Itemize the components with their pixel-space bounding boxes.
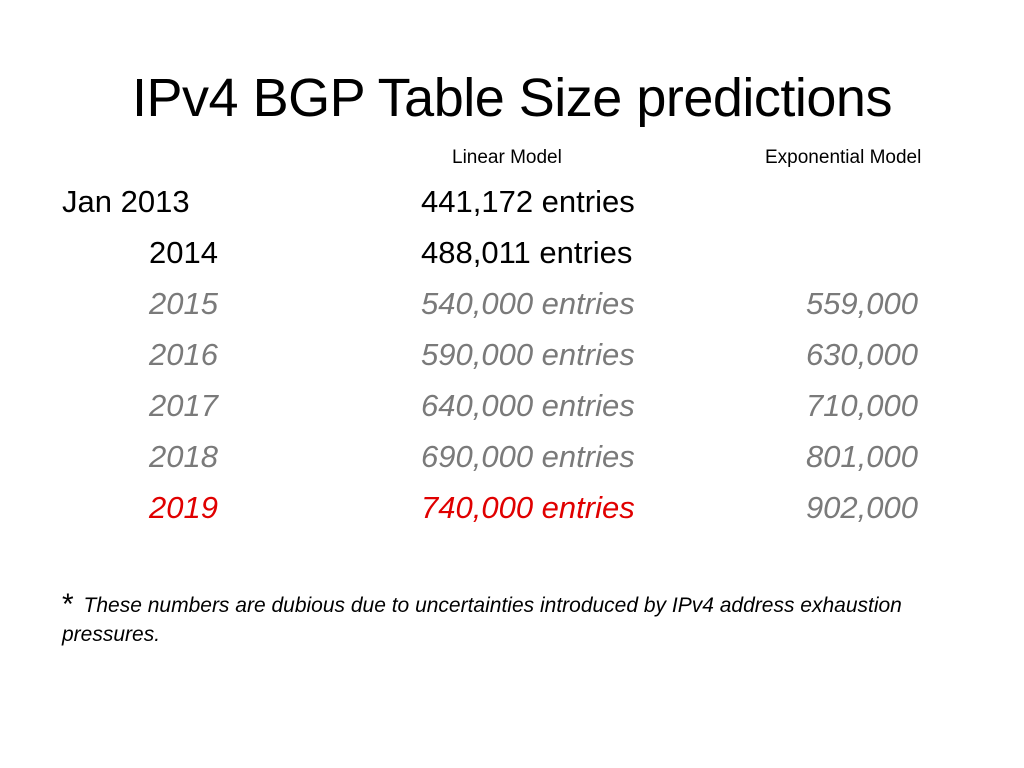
table-row: 2014 488,011 entries (0, 229, 1024, 277)
row-linear-value: 488,011 entries (421, 235, 633, 270)
row-year: 2017 (149, 388, 218, 423)
row-exponential-value: 801,000 (805, 439, 918, 474)
row-linear-value: 441,172 entries (421, 184, 635, 219)
slide-title: IPv4 BGP Table Size predictions (132, 68, 892, 128)
row-linear-value: 590,000 entries (421, 337, 635, 372)
table-row: 2016 590,000 entries 630,000 (0, 331, 1024, 379)
row-exponential-value: 902,000 (805, 490, 918, 525)
table-row: 2015 540,000 entries 559,000 (0, 280, 1024, 328)
table-row: Jan 2013 441,172 entries (0, 178, 1024, 226)
table-row-highlighted: 2019 740,000 entries 902,000 (0, 484, 1024, 532)
row-exponential-value: 559,000 (805, 286, 918, 321)
footnote: * These numbers are dubious due to uncer… (62, 590, 962, 649)
row-year: 2015 (149, 286, 218, 321)
footnote-text: These numbers are dubious due to uncerta… (62, 594, 902, 646)
row-exponential-value: 630,000 (805, 337, 918, 372)
row-year: 2016 (149, 337, 218, 372)
row-year: Jan 2013 (62, 184, 190, 219)
footnote-marker: * (62, 588, 74, 621)
table-row: 2017 640,000 entries 710,000 (0, 382, 1024, 430)
table-row: 2018 690,000 entries 801,000 (0, 433, 1024, 481)
linear-model-header: Linear Model (452, 147, 562, 168)
row-linear-value: 540,000 entries (421, 286, 635, 321)
row-year: 2018 (149, 439, 218, 474)
row-year: 2019 (149, 490, 218, 525)
row-linear-value: 640,000 entries (421, 388, 635, 423)
row-year: 2014 (149, 235, 218, 270)
row-linear-value: 690,000 entries (421, 439, 635, 474)
row-exponential-value: 710,000 (805, 388, 918, 423)
row-linear-value: 740,000 entries (421, 490, 635, 525)
exponential-model-header: Exponential Model (765, 147, 922, 168)
